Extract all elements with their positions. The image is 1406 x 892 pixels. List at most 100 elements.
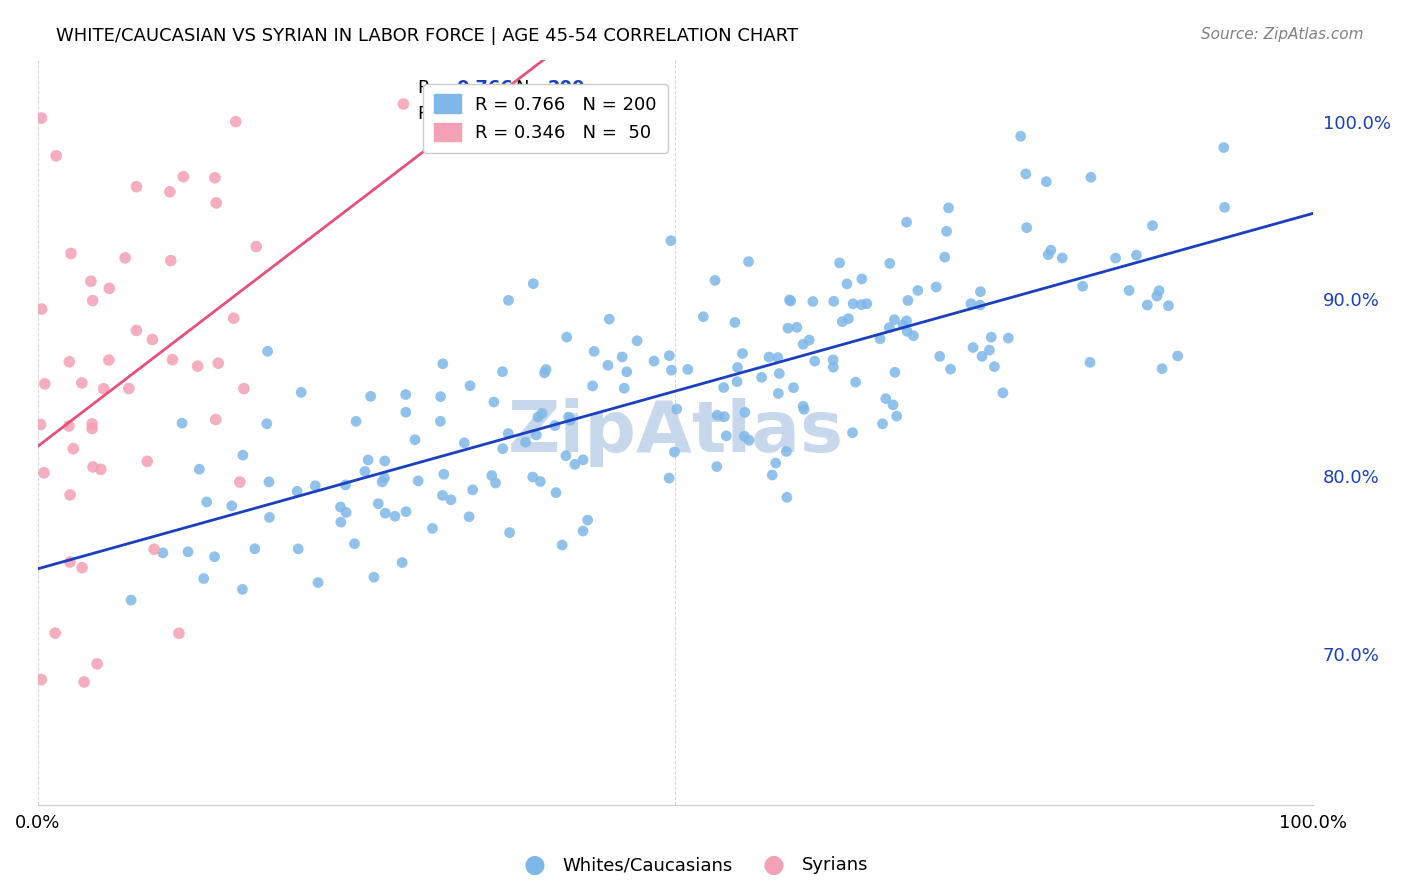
Point [59, 555, 82, 569]
Text: R =: R = [418, 105, 457, 123]
Point [527, 409, 550, 424]
Point [935, 224, 957, 238]
Point [883, 312, 905, 326]
Text: N =: N = [516, 105, 550, 123]
Point [343, 537, 366, 551]
Point [207, 356, 229, 370]
Point [406, 474, 429, 488]
Point [256, 344, 278, 359]
Point [845, 375, 868, 389]
Point [560, 413, 582, 427]
Point [557, 410, 579, 425]
Point [661, 363, 683, 377]
Point [842, 297, 865, 311]
Text: Syrians: Syrians [801, 856, 868, 874]
Point [775, 444, 797, 458]
Point [120, 593, 142, 607]
Point [1010, 129, 1032, 144]
Point [564, 458, 586, 472]
Point [335, 478, 357, 492]
Point [758, 350, 780, 364]
Point [82, 293, 104, 308]
Point [979, 343, 1001, 357]
Point [232, 448, 254, 462]
Point [713, 380, 735, 394]
Point [80, 274, 103, 288]
Point [73, 675, 96, 690]
Point [522, 277, 544, 291]
Point [70, 560, 93, 574]
Point [287, 541, 309, 556]
Point [823, 294, 845, 309]
Point [960, 296, 983, 310]
Point [884, 365, 907, 379]
Point [59, 246, 82, 260]
Point [395, 387, 418, 401]
Point [596, 359, 619, 373]
Text: ZipAtlas: ZipAtlas [508, 398, 844, 467]
Point [1104, 251, 1126, 265]
Point [433, 467, 456, 482]
Point [30, 673, 52, 687]
Point [928, 350, 950, 364]
Point [1212, 140, 1234, 154]
Point [482, 395, 505, 409]
Point [432, 357, 454, 371]
Text: ●: ● [523, 854, 546, 877]
Point [544, 418, 567, 433]
Point [765, 456, 787, 470]
Point [962, 341, 984, 355]
Point [938, 201, 960, 215]
Point [841, 425, 863, 440]
Point [118, 382, 141, 396]
Point [761, 468, 783, 483]
Point [170, 416, 193, 430]
Point [616, 365, 638, 379]
Point [766, 351, 789, 365]
Point [256, 417, 278, 431]
Point [232, 382, 254, 396]
Point [980, 330, 1002, 344]
Text: N =: N = [516, 79, 550, 97]
Point [432, 488, 454, 502]
Point [221, 499, 243, 513]
Point [453, 435, 475, 450]
Point [204, 412, 226, 426]
Point [259, 510, 281, 524]
Point [1167, 349, 1189, 363]
Point [152, 546, 174, 560]
Point [831, 315, 853, 329]
Point [162, 352, 184, 367]
Point [363, 570, 385, 584]
Point [304, 479, 326, 493]
Point [896, 314, 918, 328]
Point [30, 417, 52, 432]
Point [243, 541, 266, 556]
Point [357, 453, 380, 467]
Point [779, 293, 801, 308]
Point [1146, 289, 1168, 303]
Point [367, 497, 389, 511]
Point [391, 556, 413, 570]
Point [823, 360, 845, 375]
Point [498, 293, 520, 308]
Point [835, 277, 858, 291]
Text: 50: 50 [551, 105, 583, 123]
Point [136, 454, 159, 468]
Point [384, 509, 406, 524]
Point [665, 402, 688, 417]
Point [86, 657, 108, 671]
Point [897, 293, 920, 308]
Point [939, 362, 962, 376]
Point [716, 429, 738, 443]
Point [34, 376, 56, 391]
Point [90, 462, 112, 476]
Point [70, 376, 93, 390]
Point [395, 405, 418, 419]
Point [692, 310, 714, 324]
Point [934, 250, 956, 264]
Point [658, 349, 681, 363]
Point [792, 399, 814, 413]
Point [492, 442, 515, 456]
Point [58, 355, 80, 369]
